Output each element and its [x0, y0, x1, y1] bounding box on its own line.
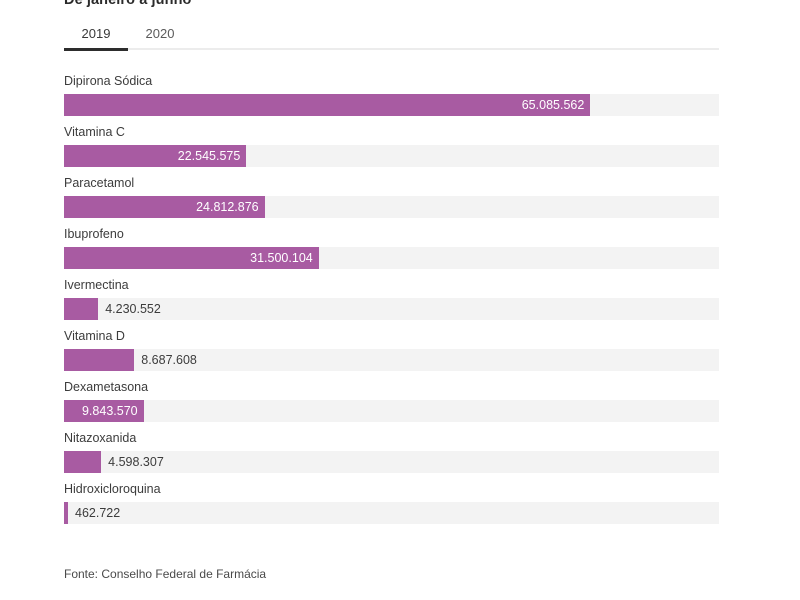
bar-track: 22.545.575	[64, 145, 719, 167]
bar-value-label: 24.812.876	[196, 200, 259, 214]
bar-category-label: Ivermectina	[64, 278, 129, 292]
bar-value-label: 65.085.562	[521, 98, 585, 112]
page-title: De janeiro a junho	[64, 0, 192, 8]
bar-fill[interactable]	[64, 502, 68, 524]
bar-row[interactable]: Vitamina D 8.687.608	[64, 319, 719, 371]
bar-category-label: Vitamina D	[64, 329, 125, 343]
bar-value-label: 462.722	[75, 506, 121, 520]
year-tab-bar[interactable]: 2019 2020	[64, 22, 719, 50]
bar-track: 9.843.570	[64, 400, 719, 422]
bar-row[interactable]: Ivermectina 4.230.552	[64, 268, 719, 320]
bar-track	[64, 349, 719, 371]
bar-category-label: Dipirona Sódica	[64, 74, 153, 88]
bar-fill[interactable]	[64, 451, 102, 473]
bar-category-label: Vitamina C	[64, 125, 125, 139]
tab-2020[interactable]: 2020	[128, 22, 192, 48]
tab-active-indicator	[64, 48, 128, 51]
bar-track	[64, 298, 719, 320]
bar-chart: Dipirona Sódica 65.085.562 Vitamina C 22.54…	[64, 64, 719, 524]
bar-fill[interactable]: 9.843.570	[64, 400, 144, 422]
source-caption: Fonte: Conselho Federal de Farmácia	[64, 567, 267, 581]
bar-row[interactable]: Hidroxicloroquina 462.722	[64, 472, 719, 524]
bar-track	[64, 502, 719, 524]
tab-2019[interactable]: 2019	[64, 22, 128, 48]
bar-row[interactable]: Dexametasona 9.843.570	[64, 370, 719, 422]
bar-value-label: 9.843.570	[81, 404, 138, 418]
bar-row[interactable]: Paracetamol 24.812.876	[64, 166, 719, 218]
bar-value-label: 31.500.104	[250, 251, 313, 265]
bar-row[interactable]: Dipirona Sódica 65.085.562	[64, 64, 719, 116]
bar-track	[64, 451, 719, 473]
bar-track: 31.500.104	[64, 247, 719, 269]
bar-row[interactable]: Ibuprofeno 31.500.104	[64, 217, 719, 269]
bar-fill[interactable]: 24.812.876	[64, 196, 265, 218]
bar-fill[interactable]	[64, 298, 99, 320]
bar-value-label: 22.545.575	[177, 149, 241, 163]
bar-fill[interactable]: 31.500.104	[64, 247, 319, 269]
bar-category-label: Hidroxicloroquina	[64, 482, 161, 496]
bar-fill[interactable]: 65.085.562	[64, 94, 591, 116]
bar-category-label: Nitazoxanida	[64, 431, 137, 445]
bar-track: 24.812.876	[64, 196, 719, 218]
bar-row[interactable]: Nitazoxanida 4.598.307	[64, 421, 719, 473]
bar-value-label: 8.687.608	[141, 353, 197, 367]
bar-track: 65.085.562	[64, 94, 719, 116]
bar-category-label: Dexametasona	[64, 380, 149, 394]
bar-value-label: 4.598.307	[108, 455, 164, 469]
bar-fill[interactable]	[64, 349, 135, 371]
bar-category-label: Ibuprofeno	[64, 227, 124, 241]
bar-category-label: Paracetamol	[64, 176, 135, 190]
bar-fill[interactable]: 22.545.575	[64, 145, 247, 167]
bar-value-label: 4.230.552	[105, 302, 161, 316]
bar-row[interactable]: Vitamina C 22.545.575	[64, 115, 719, 167]
tab-rail	[64, 48, 719, 51]
